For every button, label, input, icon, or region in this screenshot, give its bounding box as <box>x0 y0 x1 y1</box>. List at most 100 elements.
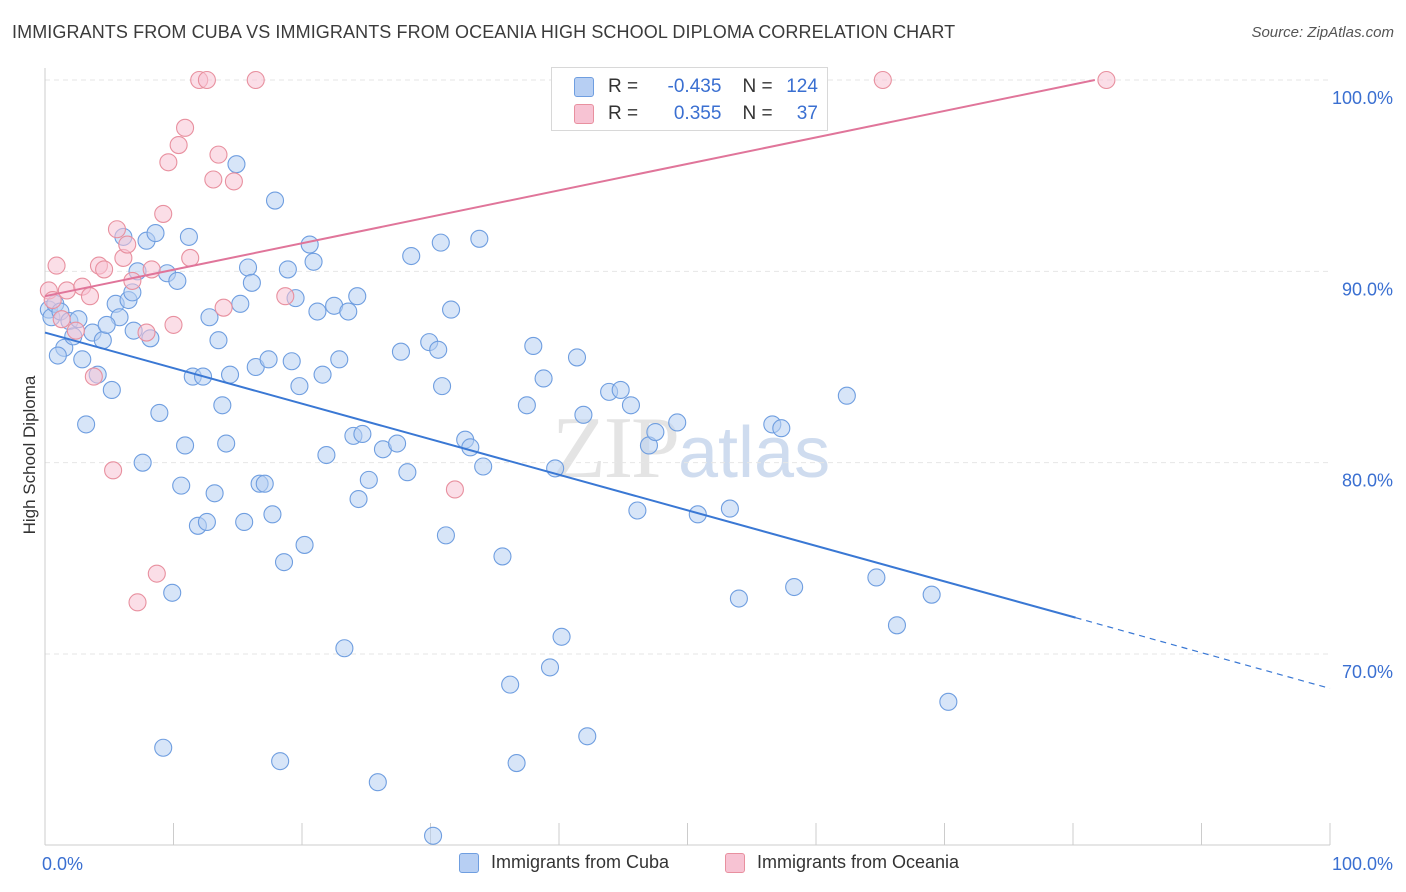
y-tick-label-0: 100.0% <box>1332 88 1393 108</box>
cuba-point-115 <box>785 577 804 597</box>
cuba-point-96 <box>534 369 553 388</box>
cuba-point-102 <box>578 727 597 746</box>
cuba-point-39 <box>213 396 232 415</box>
legend-n-label: N = <box>742 103 773 124</box>
cuba-point-8 <box>73 350 92 369</box>
oceania-point-3 <box>52 310 71 329</box>
cuba-point-13 <box>102 380 121 400</box>
x-tick-label-0: 0.0% <box>42 854 83 874</box>
cuba-point-77 <box>391 342 410 361</box>
oceania-point-20 <box>154 204 173 223</box>
cuba-point-43 <box>231 294 250 313</box>
cuba-point-40 <box>217 434 236 453</box>
trend-lines <box>44 79 1331 690</box>
cuba-point-23 <box>146 224 165 243</box>
source-label: Source: ZipAtlas.com <box>1251 24 1394 41</box>
cuba-point-120 <box>939 692 958 711</box>
x-tick-label-1: 100.0% <box>1332 854 1393 874</box>
cuba-point-93 <box>507 754 526 773</box>
oceania-point-27 <box>197 70 216 90</box>
cuba-point-100 <box>567 348 587 367</box>
trend-line-oceania <box>44 79 1096 298</box>
cuba-point-83 <box>431 233 450 252</box>
cuba-point-64 <box>317 445 336 465</box>
cuba-point-31 <box>179 227 198 246</box>
cuba-point-121 <box>48 346 67 365</box>
cuba-point-86 <box>442 300 461 319</box>
legend-n-value-cuba: 124 <box>786 76 818 97</box>
cuba-point-91 <box>493 547 512 566</box>
cuba-point-29 <box>172 476 191 495</box>
cuba-point-92 <box>501 675 520 694</box>
cuba-point-54 <box>274 553 294 572</box>
cuba-point-105 <box>621 396 641 415</box>
oceania-point-11 <box>104 461 123 480</box>
cuba-point-90 <box>474 457 493 476</box>
cuba-point-45 <box>238 258 258 277</box>
cuba-point-97 <box>540 658 560 677</box>
cuba-point-72 <box>353 424 372 444</box>
bottom-legend-label-oceania: Immigrants from Oceania <box>757 852 960 872</box>
oceania-point-8 <box>84 367 103 386</box>
cuba-point-37 <box>205 484 224 503</box>
cuba-point-60 <box>300 235 319 254</box>
trend-line-cuba-extension <box>1075 617 1331 690</box>
oceania-point-36 <box>1097 70 1116 90</box>
cuba-point-118 <box>887 616 907 635</box>
cuba-point-62 <box>308 302 327 321</box>
cuba-point-20 <box>133 453 152 472</box>
oceania-point-15 <box>123 271 142 290</box>
cuba-point-59 <box>295 535 314 554</box>
cuba-point-99 <box>552 627 571 646</box>
legend-r-label: R = <box>608 103 639 124</box>
cuba-point-30 <box>176 436 195 455</box>
cuba-point-84 <box>433 377 452 396</box>
cuba-point-42 <box>227 155 246 174</box>
cuba-point-106 <box>628 501 647 520</box>
cuba-point-89 <box>470 229 489 248</box>
cuba-point-112 <box>729 589 748 608</box>
oceania-point-21 <box>159 153 178 172</box>
cuba-point-119 <box>922 585 941 604</box>
cuba-point-61 <box>304 252 323 271</box>
oceania-point-32 <box>246 70 265 90</box>
cuba-point-56 <box>282 352 301 371</box>
cuba-point-67 <box>335 639 354 658</box>
oceania-point-5 <box>66 321 85 340</box>
cuba-point-63 <box>313 365 332 384</box>
series-cuba-points <box>39 155 958 845</box>
oceania-point-17 <box>137 323 156 342</box>
oceania-point-25 <box>181 248 200 267</box>
cuba-point-49 <box>255 474 274 493</box>
y-tick-label-1: 90.0% <box>1342 279 1393 299</box>
legend-n-value-oceania: 37 <box>796 103 818 124</box>
cuba-point-104 <box>611 380 630 400</box>
cuba-point-110 <box>688 505 707 524</box>
cuba-point-55 <box>278 260 297 279</box>
cuba-point-101 <box>574 405 593 424</box>
legend-n-label: N = <box>742 76 773 97</box>
cuba-point-108 <box>646 423 665 442</box>
cuba-point-50 <box>259 350 278 369</box>
cuba-point-116 <box>837 386 856 405</box>
bottom-legend-swatch-oceania <box>725 852 745 873</box>
cuba-point-88 <box>461 438 480 457</box>
legend-swatch-cuba <box>574 77 594 97</box>
cuba-point-82 <box>429 340 448 359</box>
cuba-point-111 <box>720 499 739 518</box>
watermark: ZIPatlas <box>552 398 830 499</box>
cuba-point-58 <box>290 377 309 396</box>
oceania-point-34 <box>445 480 464 499</box>
legend-row-oceania: R = 0.355 N = 37 <box>574 101 818 127</box>
cuba-point-28 <box>168 271 187 290</box>
tick-labels: 100.0% 90.0% 80.0% 70.0% 0.0% 100.0% <box>42 88 1393 874</box>
cuba-point-25 <box>154 738 173 757</box>
y-tick-label-3: 70.0% <box>1342 662 1393 682</box>
legend-swatch-oceania <box>574 104 594 124</box>
bottom-legend-swatch-cuba <box>459 852 479 873</box>
cuba-point-66 <box>330 350 349 369</box>
cuba-point-70 <box>348 287 367 306</box>
watermark-zip: ZIP <box>552 400 680 497</box>
cuba-point-68 <box>339 302 358 321</box>
cuba-point-52 <box>265 191 285 210</box>
